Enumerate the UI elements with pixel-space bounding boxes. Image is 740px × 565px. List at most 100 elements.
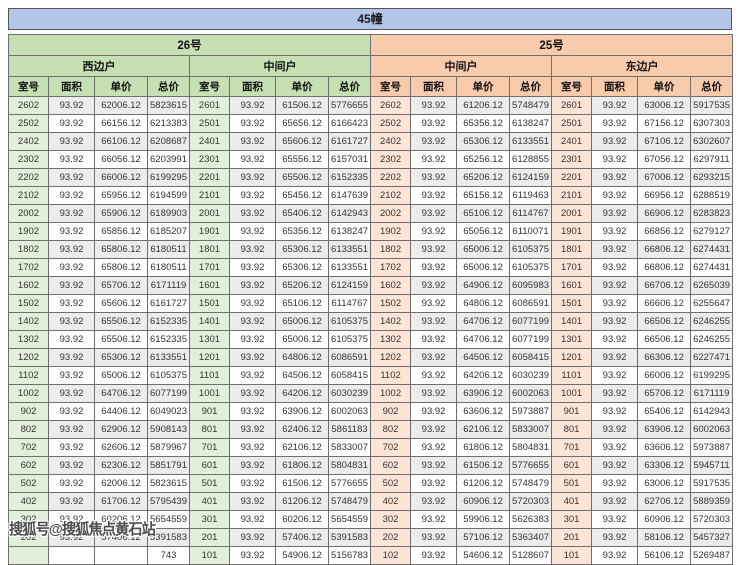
room-cell: 802 — [370, 420, 412, 439]
area-cell: 93.92 — [410, 168, 458, 187]
area-cell: 93.92 — [229, 204, 276, 223]
unit-price-cell: 60906.12 — [456, 492, 511, 511]
room-cell: 101 — [551, 546, 593, 565]
unit-price-cell: 65206.12 — [456, 168, 511, 187]
room-cell: 402 — [370, 492, 412, 511]
room-cell: 1201 — [189, 348, 230, 367]
unit-price-cell: 65606.12 — [94, 294, 148, 313]
area-column-header: 面积 — [410, 76, 458, 97]
unit-price-cell: 66006.12 — [637, 366, 692, 385]
unit-price-cell: 65206.12 — [275, 276, 329, 295]
area-cell: 93.92 — [410, 114, 458, 133]
total-price-cell: 6279127 — [690, 222, 734, 241]
room-cell: 301 — [551, 510, 593, 529]
total-price-cell: 5654559 — [327, 510, 372, 529]
room-column-header: 室号 — [8, 76, 49, 97]
room-cell: 302 — [370, 510, 412, 529]
area-cell: 93.92 — [48, 96, 95, 115]
unit-price-cell: 62606.12 — [94, 438, 148, 457]
total-price-cell: 5804831 — [509, 438, 553, 457]
total-price-cell: 6171119 — [147, 276, 190, 295]
unit-price-cell: 64706.12 — [456, 312, 511, 331]
total-price-cell: 5128607 — [509, 546, 553, 565]
area-column-header: 面积 — [229, 76, 276, 97]
area-cell: 93.92 — [591, 438, 639, 457]
area-cell: 93.92 — [410, 150, 458, 169]
area-cell: 93.92 — [410, 456, 458, 475]
building-title: 45幢 — [8, 8, 732, 30]
area-column-header: 面积 — [591, 76, 639, 97]
unit-price-cell: 57406.12 — [275, 528, 329, 547]
area-cell: 93.92 — [591, 528, 639, 547]
room-cell: 1701 — [189, 258, 230, 277]
total-price-column-header: 总价 — [327, 76, 372, 97]
room-cell: 1702 — [8, 258, 49, 277]
room-cell: 201 — [551, 528, 593, 547]
total-price-cell: 5833007 — [509, 420, 553, 439]
room-cell: 601 — [551, 456, 593, 475]
unit-price-cell: 62706.12 — [637, 492, 692, 511]
room-cell: 1401 — [551, 312, 593, 331]
unit-price-cell: 65956.12 — [94, 186, 148, 205]
total-price-cell: 6265039 — [690, 276, 734, 295]
room-cell: 702 — [8, 438, 49, 457]
room-cell: 2102 — [370, 186, 412, 205]
unit-price-cell: 66106.12 — [94, 132, 148, 151]
unit-price-cell: 65856.12 — [94, 222, 148, 241]
unit-price-cell: 65006.12 — [456, 258, 511, 277]
area-cell: 93.92 — [591, 204, 639, 223]
unit-price-cell: 65706.12 — [94, 276, 148, 295]
room-cell: 2502 — [8, 114, 49, 133]
area-cell: 93.92 — [410, 366, 458, 385]
total-price-cell: 6302607 — [690, 132, 734, 151]
room-cell: 701 — [551, 438, 593, 457]
area-cell: 93.92 — [229, 474, 276, 493]
area-cell: 93.92 — [48, 438, 95, 457]
total-price-cell: 5917535 — [690, 474, 734, 493]
room-cell: 2101 — [189, 186, 230, 205]
total-price-cell: 5748479 — [509, 474, 553, 493]
room-cell: 602 — [8, 456, 49, 475]
area-cell: 93.92 — [591, 276, 639, 295]
unit-price-cell: 65056.12 — [456, 222, 511, 241]
room-cell: 2602 — [8, 96, 49, 115]
total-price-cell: 6199295 — [690, 366, 734, 385]
area-cell: 93.92 — [591, 222, 639, 241]
area-cell: 93.92 — [48, 186, 95, 205]
total-price-cell: 5917535 — [690, 96, 734, 115]
total-price-cell: 5654559 — [147, 510, 190, 529]
area-cell: 93.92 — [229, 528, 276, 547]
area-cell: 93.92 — [591, 186, 639, 205]
area-cell: 93.92 — [410, 420, 458, 439]
area-cell: 93.92 — [48, 222, 95, 241]
unit-price-cell: 67056.12 — [637, 150, 692, 169]
unit-price-cell: 56106.12 — [637, 546, 692, 565]
room-cell: 1502 — [8, 294, 49, 313]
room-cell: 1902 — [370, 222, 412, 241]
room-cell: 2002 — [8, 204, 49, 223]
area-cell: 93.92 — [229, 438, 276, 457]
unit-price-cell: 65006.12 — [456, 240, 511, 259]
unit-price-cell: 54606.12 — [456, 546, 511, 565]
total-price-cell: 6180511 — [147, 258, 190, 277]
area-cell: 93.92 — [48, 348, 95, 367]
total-price-cell: 6114767 — [509, 204, 553, 223]
room-column-header: 室号 — [189, 76, 230, 97]
total-price-cell: 6105375 — [509, 258, 553, 277]
total-price-cell: 6133551 — [327, 240, 372, 259]
unit-price-cell: 65256.12 — [456, 150, 511, 169]
room-cell: 202 — [8, 528, 49, 547]
room-cell: 2601 — [551, 96, 593, 115]
room-cell: 201 — [189, 528, 230, 547]
unit-price-cell: 61806.12 — [456, 438, 511, 457]
unit-price-cell: 63006.12 — [637, 474, 692, 493]
room-cell: 401 — [551, 492, 593, 511]
room-cell: 701 — [189, 438, 230, 457]
area-cell: 93.92 — [229, 420, 276, 439]
table-row: 302 93.92 60206.12 5654559 301 93.92 60206.12 5… — [8, 510, 734, 529]
area-cell: 93.92 — [229, 150, 276, 169]
unit-price-cell: 64906.12 — [456, 276, 511, 295]
area-cell: 93.92 — [229, 456, 276, 475]
area-cell: 93.92 — [591, 510, 639, 529]
room-cell: 1102 — [370, 366, 412, 385]
